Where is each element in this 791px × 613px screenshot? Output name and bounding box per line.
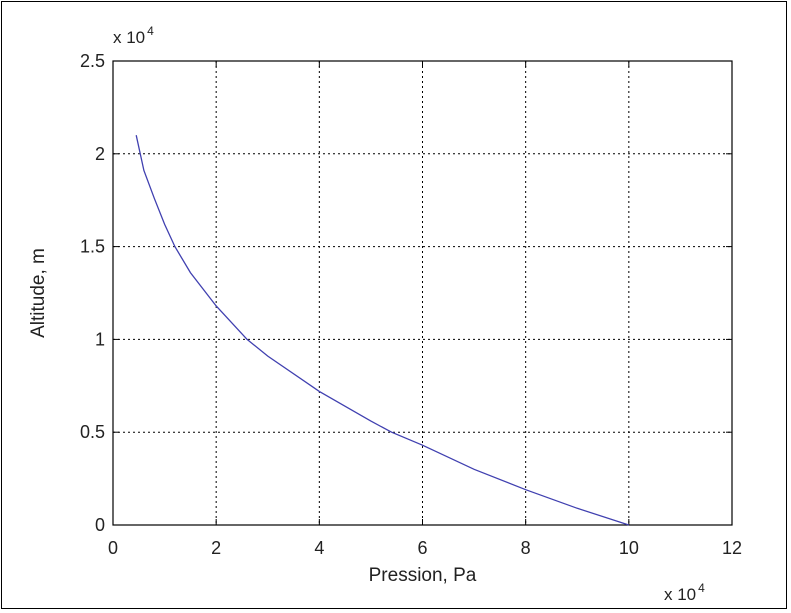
y-tick-label: 0.5 [80, 422, 105, 442]
x-tick-label: 6 [417, 538, 427, 558]
x-tick-label: 8 [521, 538, 531, 558]
x-tick-label: 2 [211, 538, 221, 558]
y-tick-label: 2.5 [80, 51, 105, 71]
x-tick-label: 12 [722, 538, 742, 558]
x-multiplier: x 10 4 [664, 581, 705, 604]
x-tick-labels: 0 2 4 6 8 10 12 [108, 538, 742, 558]
y-tick-label: 0 [95, 515, 105, 535]
y-tick-label: 1.5 [80, 237, 105, 257]
y-multiplier: x 10 4 [113, 24, 154, 47]
x-tick-label: 4 [314, 538, 324, 558]
series-line [135, 135, 630, 526]
x-axis-label: Pression, Pa [369, 565, 477, 586]
y-tick-label: 2 [95, 144, 105, 164]
y-tick-label: 1 [95, 329, 105, 349]
y-tick-labels: 0 0.5 1 1.5 2 2.5 [80, 51, 105, 535]
x-tick-label: 10 [619, 538, 639, 558]
tick-marks [112, 60, 733, 526]
x-tick-label: 0 [108, 538, 118, 558]
y-axis-label: Altitude, m [28, 248, 49, 338]
grid-lines [113, 61, 732, 525]
